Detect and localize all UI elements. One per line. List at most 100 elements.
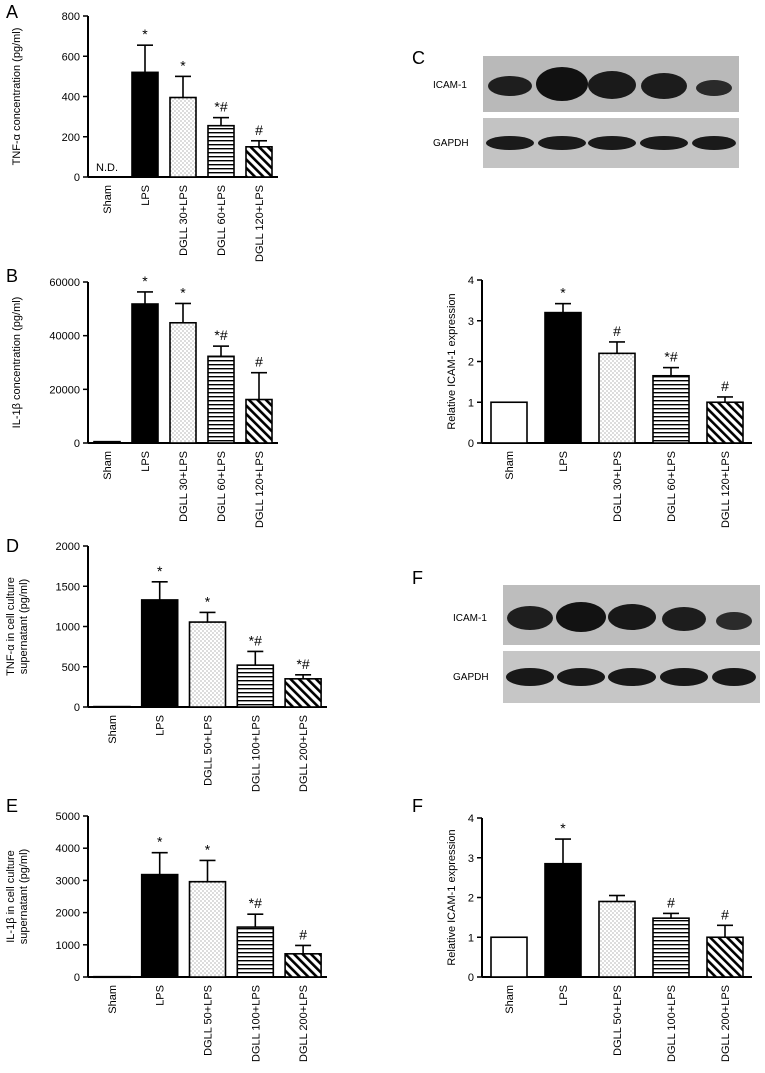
x-tick-label: LPS <box>155 715 167 736</box>
bar <box>652 917 690 978</box>
x-tick-label: DGLL 50+LPS <box>203 985 215 1056</box>
significance-label: *# <box>214 99 227 115</box>
x-tick-label: DGLL 100+LPS <box>250 715 262 792</box>
blot-f-gapdh-band <box>506 668 554 686</box>
y-tick-label: 4000 <box>56 843 80 855</box>
y-tick-label: 2000 <box>56 541 80 553</box>
bar <box>284 953 322 978</box>
blot-c-gapdh-band <box>538 136 586 150</box>
significance-label: # <box>721 378 729 394</box>
chart-a: 0 200 400 600 800 TNF-α concentration (pg/ml)… <box>11 11 278 262</box>
y-tick-label: 1 <box>468 932 474 944</box>
x-tick-label: DGLL 30+LPS <box>178 451 190 522</box>
bar <box>652 374 690 444</box>
y-axis-label: supernatant (pg/ml) <box>18 579 30 674</box>
y-axis-label: Relative ICAM-1 expression <box>446 293 458 429</box>
panel-letter-f-bottom: F <box>412 796 423 816</box>
y-tick-label: 500 <box>62 662 80 674</box>
x-tick-label: DGLL 120+LPS <box>254 451 266 528</box>
x-tick-label: Sham <box>107 985 119 1014</box>
bar <box>544 311 582 444</box>
significance-label: # <box>299 926 307 942</box>
x-tick-label: Sham <box>504 451 516 480</box>
bar <box>93 975 131 979</box>
panel-letter-f-top: F <box>412 568 423 588</box>
bar <box>131 71 159 178</box>
chart-d: 0 500 1000 1500 2000 TNF-α in cell culture sup… <box>5 541 327 792</box>
y-tick-label: 40000 <box>49 331 80 343</box>
significance-label: # <box>667 894 675 910</box>
bar <box>207 355 235 444</box>
blot-f-label-gapdh: GAPDH <box>453 672 489 683</box>
y-tick-label: 0 <box>74 438 80 450</box>
y-tick-label: 1000 <box>56 940 80 952</box>
y-tick-label: 0 <box>74 702 80 714</box>
blot-f-icam1-band <box>507 606 553 630</box>
significance-label: *# <box>214 327 227 343</box>
bar <box>236 664 275 708</box>
blot-c-icam1-band <box>641 73 687 99</box>
bar <box>207 124 235 178</box>
y-tick-label: 1500 <box>56 581 80 593</box>
blot-c-label-gapdh: GAPDH <box>433 138 469 149</box>
chart-c: 0 1 2 3 4 Relative ICAM-1 expression Sham * LPS #… <box>446 275 752 528</box>
bar <box>140 599 179 708</box>
significance-label: *# <box>664 349 677 365</box>
y-tick-label: 3 <box>468 853 474 865</box>
bar <box>140 873 179 978</box>
blot-f-icam1-band <box>608 604 656 630</box>
y-tick-label: 200 <box>62 132 80 144</box>
bar <box>169 96 197 178</box>
blot-f-gapdh-band <box>712 668 756 686</box>
y-tick-label: 0 <box>74 972 80 984</box>
blot-c-gapdh-band <box>486 136 534 150</box>
x-tick-label: DGLL 120+LPS <box>720 451 732 528</box>
y-tick-label: 0 <box>74 172 80 184</box>
significance-label: * <box>205 593 211 609</box>
x-tick-label: DGLL 30+LPS <box>178 185 190 256</box>
blot-c-icam1-band <box>536 67 588 101</box>
x-tick-label: Sham <box>107 715 119 744</box>
significance-label: *# <box>249 632 262 648</box>
significance-label: *# <box>296 656 309 672</box>
significance-label: # <box>255 354 263 370</box>
panel-letter-a: A <box>6 2 18 22</box>
y-tick-label: 3 <box>468 316 474 328</box>
blot-c-icam1-band <box>696 80 732 96</box>
significance-label: * <box>157 834 163 850</box>
chart-e: 0 1000 2000 3000 4000 5000 IL-1β in cell cultu… <box>5 811 327 1062</box>
blot-f-gapdh-band <box>660 668 708 686</box>
y-tick-label: 0 <box>468 972 474 984</box>
x-tick-label: Sham <box>102 451 114 480</box>
significance-label: * <box>560 285 566 301</box>
x-tick-label: Sham <box>504 985 516 1014</box>
x-tick-label: DGLL 30+LPS <box>612 451 624 522</box>
x-tick-label: DGLL 50+LPS <box>203 715 215 786</box>
y-tick-label: 800 <box>62 11 80 23</box>
y-tick-label: 4 <box>468 275 474 287</box>
blot-c-gapdh-band <box>640 136 688 150</box>
significance-label: * <box>180 57 186 73</box>
y-tick-label: 1000 <box>56 622 80 634</box>
x-tick-label: DGLL 60+LPS <box>666 451 678 522</box>
x-tick-label: DGLL 200+LPS <box>720 985 732 1062</box>
blot-f-gapdh-band <box>608 668 656 686</box>
y-tick-label: 600 <box>62 51 80 63</box>
blot-c-icam1-band <box>488 76 532 96</box>
significance-label: * <box>142 273 148 289</box>
blot-f-icam1-band <box>716 612 752 630</box>
bar <box>188 880 227 978</box>
x-tick-label: DGLL 120+LPS <box>254 185 266 262</box>
blot-f-label-icam1: ICAM-1 <box>453 613 487 624</box>
y-axis-label: TNF-α concentration (pg/ml) <box>11 28 23 166</box>
y-tick-label: 5000 <box>56 811 80 823</box>
bar <box>93 705 131 708</box>
blot-c-gapdh-band <box>588 136 636 150</box>
bar <box>706 401 744 444</box>
significance-label: * <box>560 820 566 836</box>
x-tick-label: DGLL 60+LPS <box>216 185 228 256</box>
bar <box>169 321 197 444</box>
x-tick-label: DGLL 100+LPS <box>250 985 262 1062</box>
blot-f-icam1-band <box>556 602 606 632</box>
